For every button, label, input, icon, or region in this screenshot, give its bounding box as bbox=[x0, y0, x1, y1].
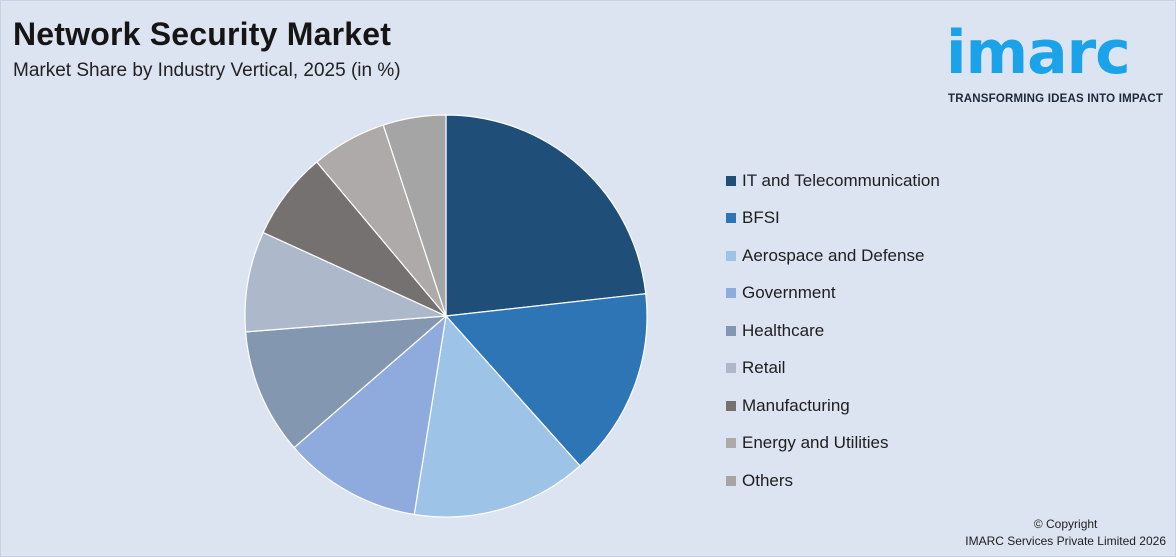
pie-chart bbox=[244, 114, 648, 518]
legend-label: BFSI bbox=[742, 208, 780, 228]
legend-item: Healthcare bbox=[726, 312, 940, 350]
pie-slice-healthcare bbox=[244, 315, 448, 449]
chart-legend: IT and Telecommunication BFSI Aerospace an… bbox=[726, 162, 940, 500]
legend-item: IT and Telecommunication bbox=[726, 162, 940, 200]
legend-swatch bbox=[726, 438, 736, 449]
legend-item: BFSI bbox=[726, 200, 940, 238]
pie-slice-government bbox=[293, 314, 447, 516]
legend-swatch bbox=[726, 475, 736, 486]
legend-swatch bbox=[726, 363, 736, 374]
pie-slice-others bbox=[382, 114, 447, 317]
legend-swatch bbox=[726, 213, 736, 224]
legend-swatch bbox=[726, 288, 736, 299]
legend-label: Government bbox=[742, 283, 836, 303]
legend-label: Energy and Utilities bbox=[742, 433, 889, 453]
legend-item: Retail bbox=[726, 350, 940, 388]
legend-item: Government bbox=[726, 275, 940, 313]
imarc-logo: imarc TRANSFORMING IDEAS INTO IMPACT bbox=[946, 12, 1170, 112]
legend-label: IT and Telecommunication bbox=[742, 170, 940, 190]
copyright-notice: © Copyright IMARC Services Private Limit… bbox=[965, 516, 1166, 550]
pie-slice-aerospace-and-defense bbox=[413, 314, 581, 518]
logo-tagline: TRANSFORMING IDEAS INTO IMPACT bbox=[948, 93, 1164, 105]
legend-item: Others bbox=[726, 462, 940, 500]
legend-item: Aerospace and Defense bbox=[726, 237, 940, 275]
legend-item: Manufacturing bbox=[726, 387, 940, 425]
legend-label: Healthcare bbox=[742, 320, 825, 340]
copyright-company: IMARC Services Private Limited 2026 bbox=[965, 534, 1166, 548]
legend-label: Aerospace and Defense bbox=[742, 245, 925, 265]
logo-wordmark: imarc bbox=[946, 18, 1131, 88]
chart-title: Network Security Market bbox=[13, 16, 392, 52]
chart-subtitle: Market Share by Industry Vertical, 2025 … bbox=[13, 60, 401, 81]
legend-swatch bbox=[726, 250, 736, 261]
legend-swatch bbox=[726, 325, 736, 336]
legend-label: Others bbox=[742, 470, 794, 490]
pie-slice-retail bbox=[244, 231, 449, 333]
legend-swatch bbox=[726, 400, 736, 411]
pie-slice-it-and-telecommunication bbox=[445, 114, 647, 317]
legend-swatch bbox=[726, 175, 736, 186]
legend-item: Energy and Utilities bbox=[726, 425, 940, 463]
legend-label: Manufacturing bbox=[742, 395, 850, 415]
pie-slice-bfsi bbox=[444, 293, 648, 467]
legend-label: Retail bbox=[742, 358, 786, 378]
copyright-line: © Copyright bbox=[1033, 517, 1098, 531]
